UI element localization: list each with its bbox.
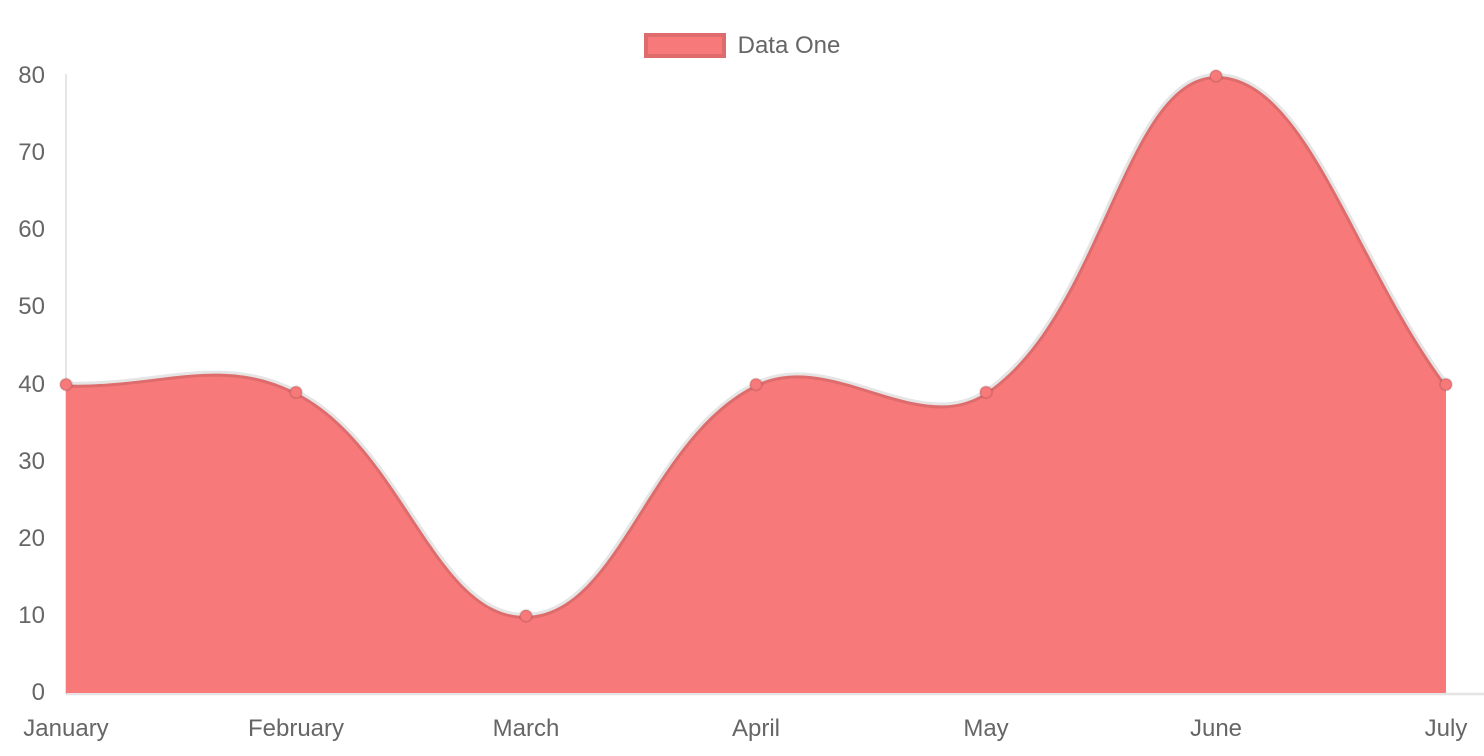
- x-axis-tick-label-may: May: [963, 715, 1009, 742]
- x-axis-tick-label-january: January: [23, 715, 109, 742]
- x-axis-tick-label-july: July: [1424, 715, 1468, 742]
- legend-swatch: [643, 33, 726, 58]
- y-axis-tick-label-80: 80: [18, 62, 45, 89]
- data-point-may[interactable]: [979, 385, 993, 400]
- data-point-april[interactable]: [749, 377, 763, 392]
- x-axis-tick-label-march: March: [492, 715, 560, 742]
- y-axis-tick-label-40: 40: [18, 370, 45, 398]
- data-point-february[interactable]: [289, 385, 303, 400]
- data-point-january[interactable]: [59, 377, 73, 392]
- legend-label: Data One: [737, 32, 841, 59]
- x-axis-tick-label-february: February: [247, 715, 345, 742]
- line-stroke: [63, 73, 1449, 619]
- y-axis-tick-label-0: 0: [31, 679, 45, 706]
- legend-item-data-one[interactable]: Data One: [643, 32, 841, 59]
- y-axis-tick-label-50: 50: [18, 293, 45, 321]
- y-axis-tick-label-20: 20: [18, 524, 45, 552]
- y-axis-tick-label-60: 60: [18, 216, 45, 244]
- y-axis-tick-label-10: 10: [18, 601, 45, 629]
- data-point-june[interactable]: [1209, 69, 1223, 83]
- x-axis-tick-label-june: June: [1189, 715, 1243, 742]
- data-point-march[interactable]: [519, 608, 533, 623]
- y-axis-tick-label-30: 30: [18, 447, 45, 475]
- y-axis-tick-label-70: 70: [18, 139, 45, 167]
- x-axis-tick-label-april: April: [731, 715, 780, 742]
- data-point-july[interactable]: [1439, 377, 1453, 392]
- chart-legend: Data One: [0, 33, 1484, 58]
